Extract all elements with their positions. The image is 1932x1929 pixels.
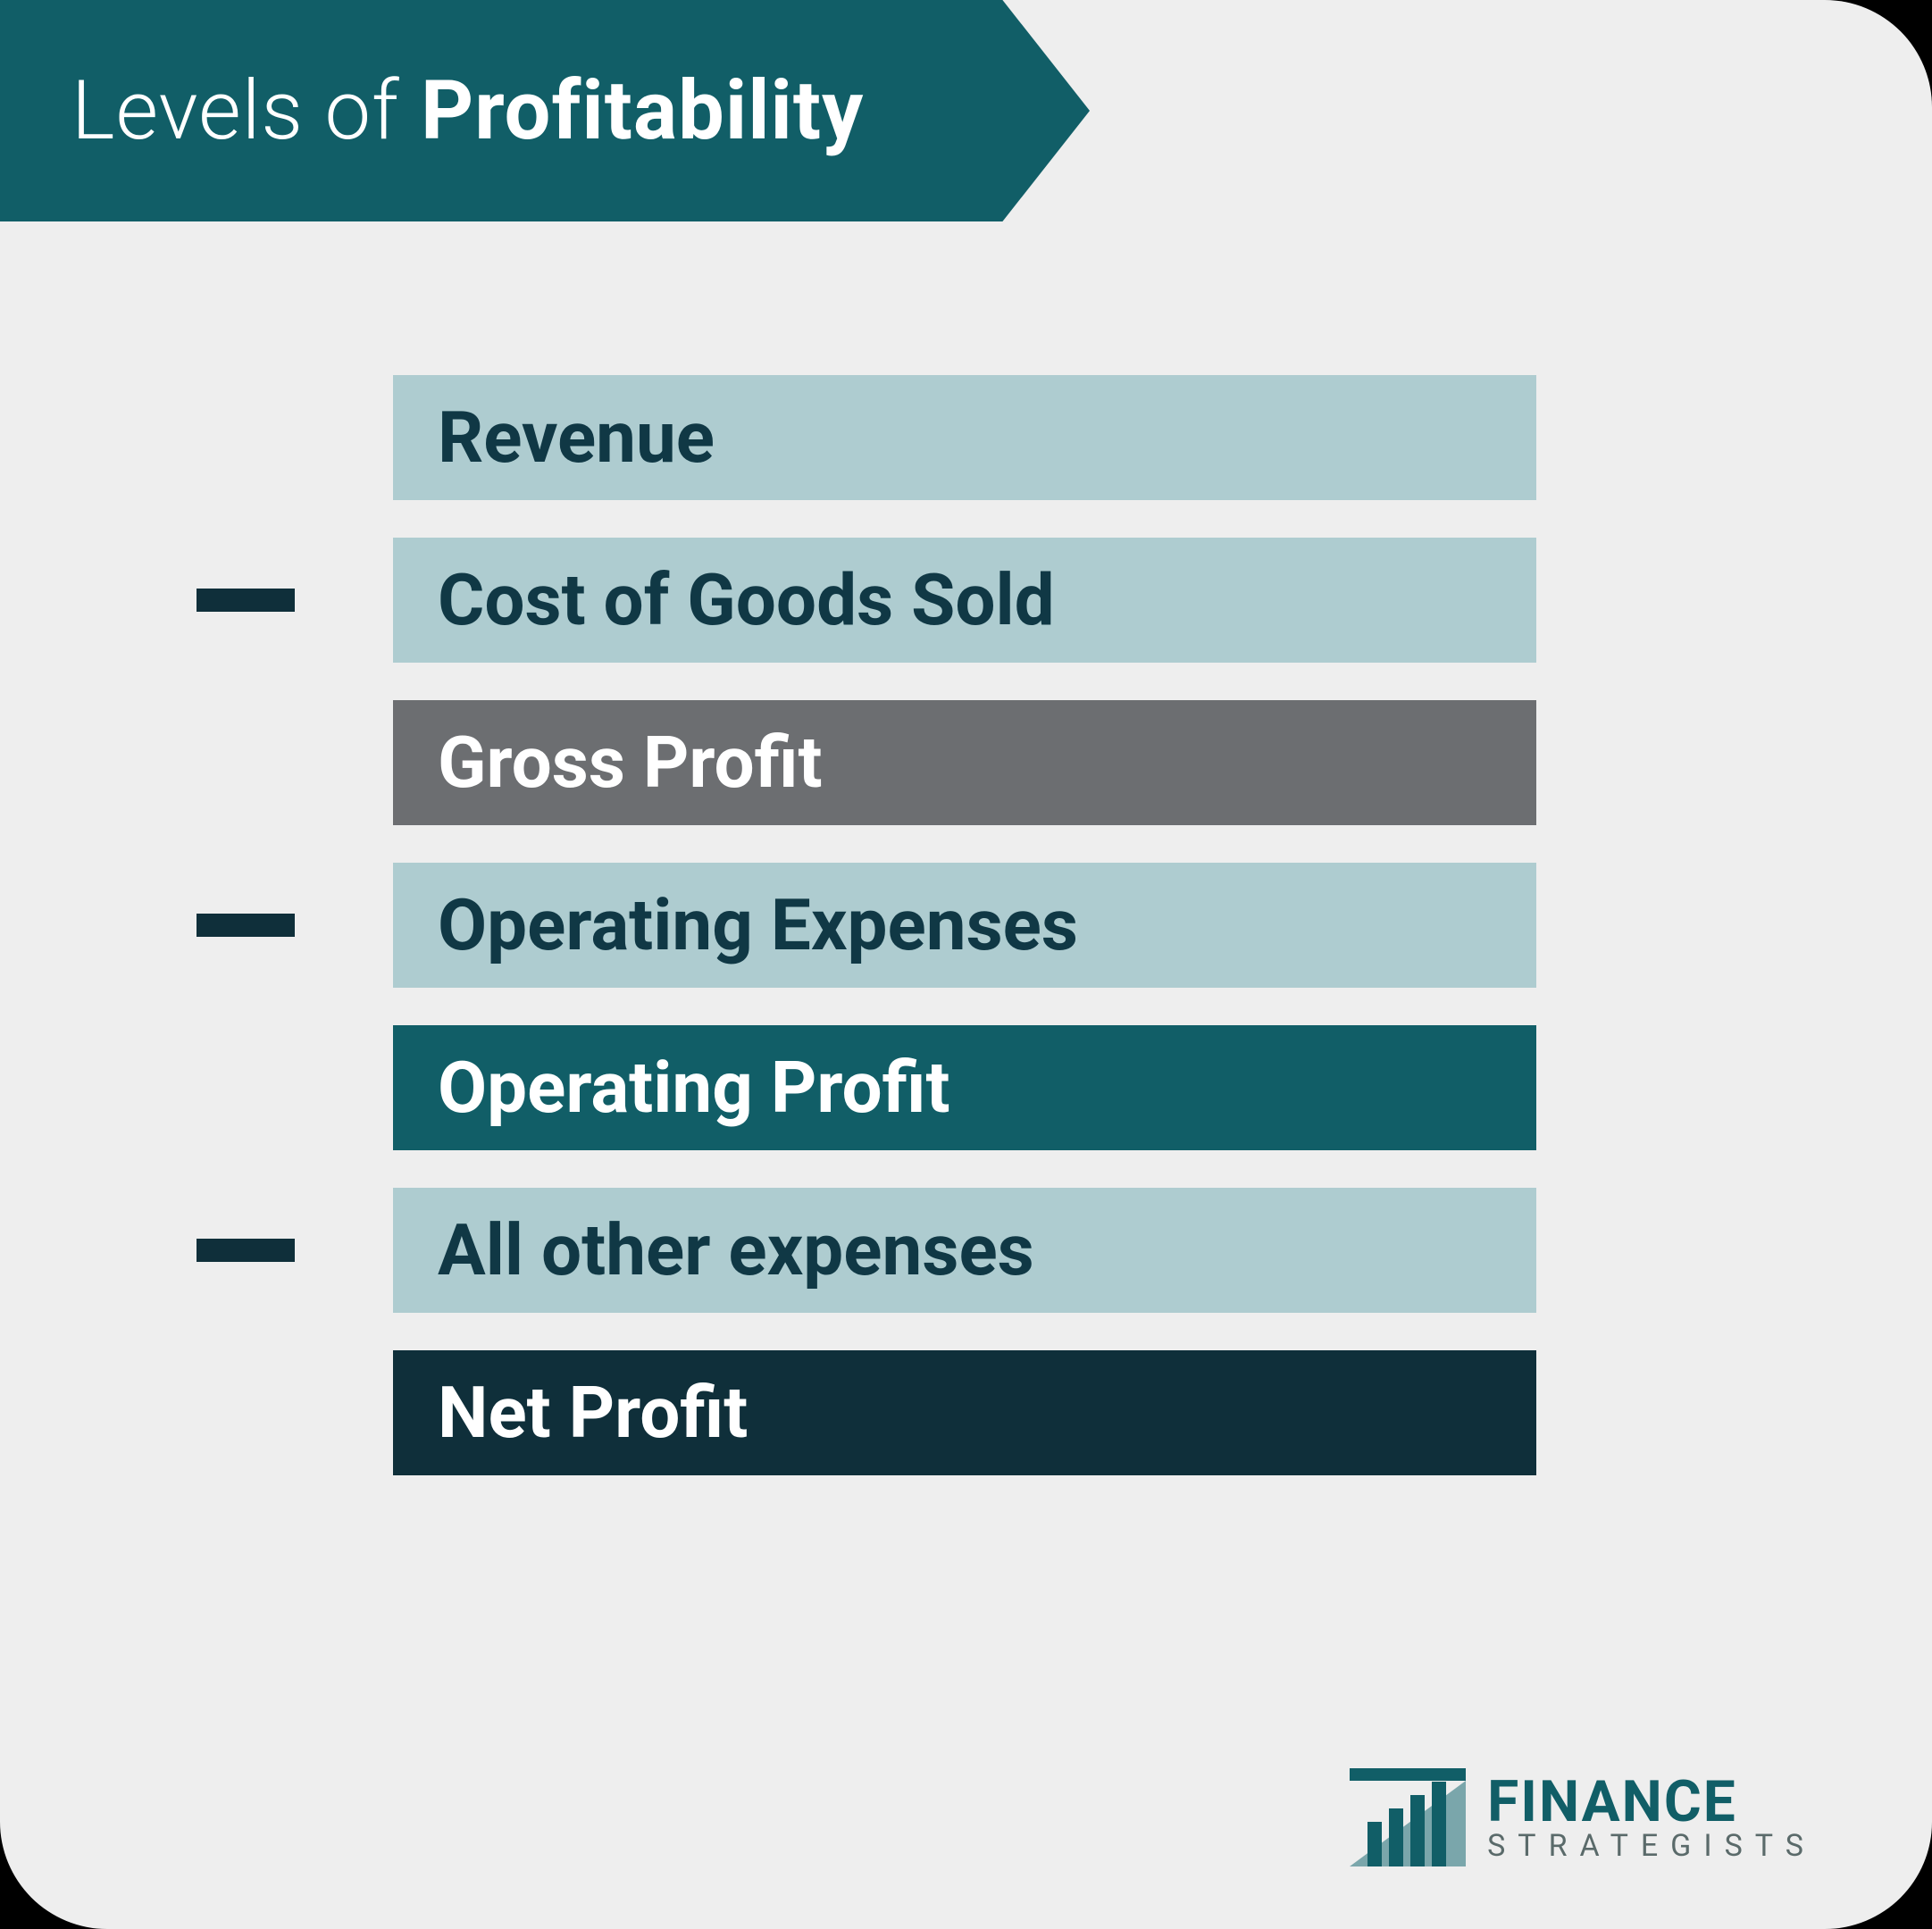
level-bar: All other expenses [393, 1188, 1536, 1313]
minus-icon [197, 914, 295, 937]
minus-icon [197, 1239, 295, 1262]
logo-line1: FINANCE [1487, 1774, 1816, 1831]
row: Revenue [197, 375, 1733, 500]
level-bar: Operating Profit [393, 1025, 1536, 1150]
minus-column [197, 914, 393, 937]
minus-icon [197, 589, 295, 612]
title-bold: Profitability [421, 63, 864, 159]
logo-icon [1350, 1768, 1466, 1866]
level-bar: Cost of Goods Sold [393, 538, 1536, 663]
row: Operating Profit [197, 1025, 1733, 1150]
row: Net Profit [197, 1350, 1733, 1475]
level-bar: Net Profit [393, 1350, 1536, 1475]
row: Operating Expenses [197, 863, 1733, 988]
level-bar: Operating Expenses [393, 863, 1536, 988]
rows-container: Revenue Cost of Goods Sold Gross Profit Ope… [197, 375, 1733, 1513]
logo-line2: STRATEGISTS [1487, 1831, 1816, 1861]
header-banner: Levels of Profitability [0, 0, 1090, 221]
card: Levels of Profitability Revenue Cost of G… [0, 0, 1932, 1929]
row: Cost of Goods Sold [197, 538, 1733, 663]
row: All other expenses [197, 1188, 1733, 1313]
minus-column [197, 589, 393, 612]
row: Gross Profit [197, 700, 1733, 825]
title-light: Levels of [71, 63, 421, 159]
minus-column [197, 1239, 393, 1262]
page-title: Levels of Profitability [71, 63, 864, 159]
level-bar: Gross Profit [393, 700, 1536, 825]
brand-logo: FINANCE STRATEGISTS [1350, 1768, 1816, 1866]
logo-text: FINANCE STRATEGISTS [1487, 1774, 1816, 1861]
level-bar: Revenue [393, 375, 1536, 500]
